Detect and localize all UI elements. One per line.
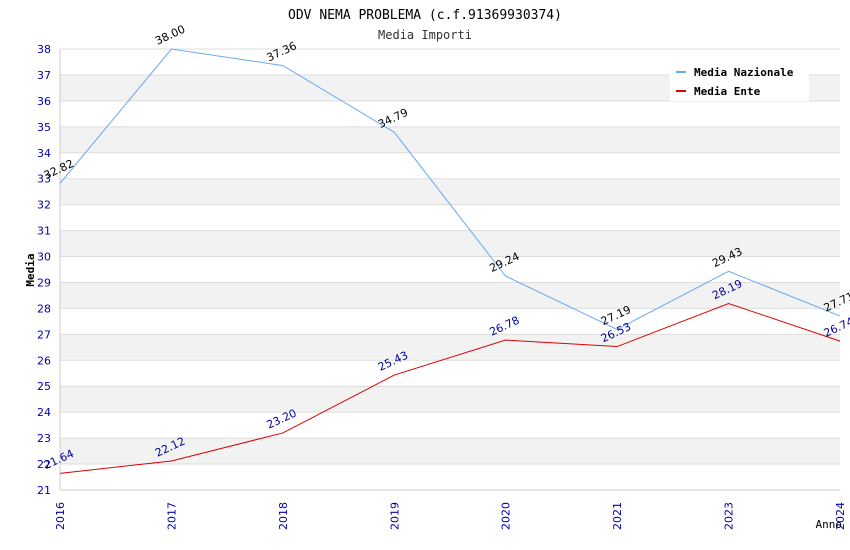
grid-band	[60, 126, 840, 153]
y-tick-label: 24	[37, 406, 51, 419]
y-tick-label: 25	[37, 380, 51, 393]
grid-band	[60, 386, 840, 413]
y-tick-label: 32	[37, 199, 51, 212]
legend-label: Media Ente	[694, 85, 761, 98]
y-tick-label: 29	[37, 276, 51, 289]
grid-band	[60, 230, 840, 257]
series-line	[59, 48, 841, 330]
x-tick-label: 2018	[277, 502, 290, 530]
grid-band	[60, 438, 840, 465]
x-axis-ticks: 2016 2017 2018 2019 2020 2021 2023 2024	[54, 502, 847, 530]
x-tick-label: 2017	[165, 502, 178, 530]
grid-band	[60, 360, 840, 387]
grid-band	[60, 100, 840, 127]
y-tick-label: 30	[37, 251, 51, 264]
grid-band	[60, 412, 840, 439]
y-tick-label: 22	[37, 458, 51, 471]
y-tick-label: 23	[37, 432, 51, 445]
series-line	[59, 302, 841, 474]
y-tick-label: 35	[37, 121, 51, 134]
data-label: 38.00	[153, 23, 187, 48]
grid-band	[60, 334, 840, 361]
y-tick-label: 27	[37, 328, 51, 341]
x-tick-label: 2021	[611, 502, 624, 530]
y-axis-ticks: 21 22 23 24 25 26 27 28 29 30 31 32 33 34 35 36 37 38	[37, 43, 51, 497]
y-tick-label: 34	[37, 147, 51, 160]
y-tick-label: 26	[37, 354, 51, 367]
y-tick-label: 33	[37, 173, 51, 186]
series-lines	[59, 48, 841, 474]
y-axis-label: Media	[24, 253, 37, 286]
y-tick-label: 38	[37, 43, 51, 56]
grid-band	[60, 178, 840, 205]
chart-title: ODV NEMA PROBLEMA (c.f.91369930374)	[288, 8, 562, 23]
y-tick-label: 36	[37, 95, 51, 108]
legend-label: Media Nazionale	[694, 66, 794, 79]
y-tick-label: 31	[37, 225, 51, 238]
y-tick-label: 28	[37, 302, 51, 315]
x-tick-label: 2023	[723, 502, 736, 530]
x-tick-label: 2024	[834, 502, 847, 530]
grid-band	[60, 152, 840, 179]
x-axis-label: Anno	[816, 518, 843, 531]
chart-subtitle: Media Importi	[378, 28, 472, 42]
grid-band	[60, 204, 840, 231]
y-tick-label: 37	[37, 69, 51, 82]
grid-band	[60, 464, 840, 490]
grid-band	[60, 308, 840, 335]
legend-box	[670, 60, 809, 101]
y-tick-label: 21	[37, 484, 51, 497]
x-tick-label: 2019	[388, 502, 401, 530]
x-tick-label: 2020	[500, 502, 513, 530]
grid-band	[60, 256, 840, 283]
legend: Media Nazionale Media Ente	[670, 60, 809, 101]
grid-bands	[59, 48, 840, 491]
grid-band	[60, 282, 840, 309]
x-tick-label: 2016	[54, 502, 67, 530]
